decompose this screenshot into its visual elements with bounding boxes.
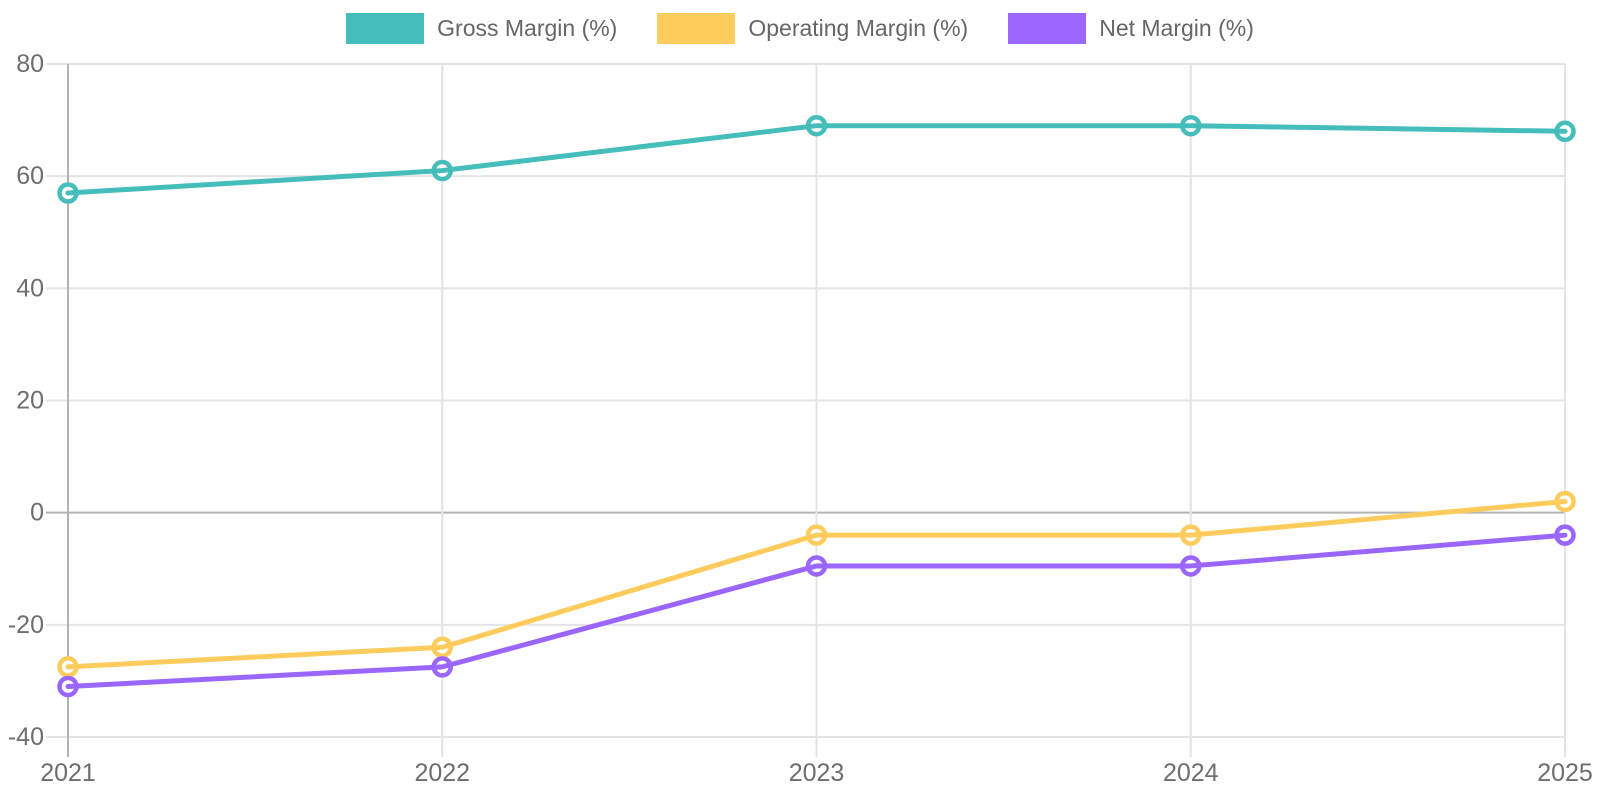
series-line-net-margin bbox=[65, 532, 1568, 690]
data-point-gross-margin[interactable] bbox=[1180, 114, 1202, 137]
series-line-operating-margin bbox=[65, 498, 1568, 670]
data-point-gross-margin[interactable] bbox=[805, 114, 828, 137]
data-point-operating-margin[interactable] bbox=[1180, 524, 1202, 546]
data-point-operating-margin[interactable] bbox=[805, 524, 828, 546]
x-tick-label: 2021 bbox=[40, 759, 96, 787]
data-point-operating-margin[interactable] bbox=[431, 636, 453, 659]
x-tick-label: 2022 bbox=[414, 759, 470, 787]
legend-item-net-margin[interactable]: Net Margin (%) bbox=[1008, 13, 1254, 44]
series-line-gross-margin bbox=[65, 123, 1568, 196]
legend-swatch-gross-margin bbox=[346, 13, 425, 44]
data-point-net-margin[interactable] bbox=[805, 555, 828, 577]
x-tick-label: 2023 bbox=[789, 759, 845, 787]
data-point-net-margin[interactable] bbox=[431, 656, 453, 678]
legend-item-operating-margin[interactable]: Operating Margin (%) bbox=[657, 13, 968, 44]
y-tick-label: -40 bbox=[8, 723, 44, 751]
data-point-operating-margin[interactable] bbox=[1554, 490, 1576, 513]
data-point-net-margin[interactable] bbox=[1180, 555, 1202, 577]
y-tick-label: 40 bbox=[16, 274, 44, 302]
legend-label-gross-margin: Gross Margin (%) bbox=[437, 15, 618, 41]
y-tick-label: 80 bbox=[16, 50, 44, 78]
chart-legend: Gross Margin (%) Operating Margin (%) Ne… bbox=[0, 13, 1600, 44]
y-tick-label: 0 bbox=[30, 499, 44, 527]
legend-item-gross-margin[interactable]: Gross Margin (%) bbox=[346, 13, 617, 44]
data-point-net-margin[interactable] bbox=[1554, 524, 1576, 546]
y-tick-label: -20 bbox=[8, 611, 44, 639]
legend-label-operating-margin: Operating Margin (%) bbox=[748, 15, 969, 41]
x-tick-label: 2025 bbox=[1537, 759, 1593, 787]
data-point-gross-margin[interactable] bbox=[1554, 120, 1576, 143]
data-point-gross-margin[interactable] bbox=[57, 182, 79, 204]
x-tick-label: 2024 bbox=[1163, 759, 1219, 787]
data-point-gross-margin[interactable] bbox=[431, 159, 453, 182]
data-point-net-margin[interactable] bbox=[57, 675, 79, 698]
legend-label-net-margin: Net Margin (%) bbox=[1099, 15, 1254, 41]
y-tick-label: 20 bbox=[16, 387, 44, 415]
legend-swatch-net-margin bbox=[1008, 13, 1087, 44]
data-point-operating-margin[interactable] bbox=[57, 656, 79, 678]
y-tick-label: 60 bbox=[16, 162, 44, 190]
legend-swatch-operating-margin bbox=[657, 13, 736, 44]
